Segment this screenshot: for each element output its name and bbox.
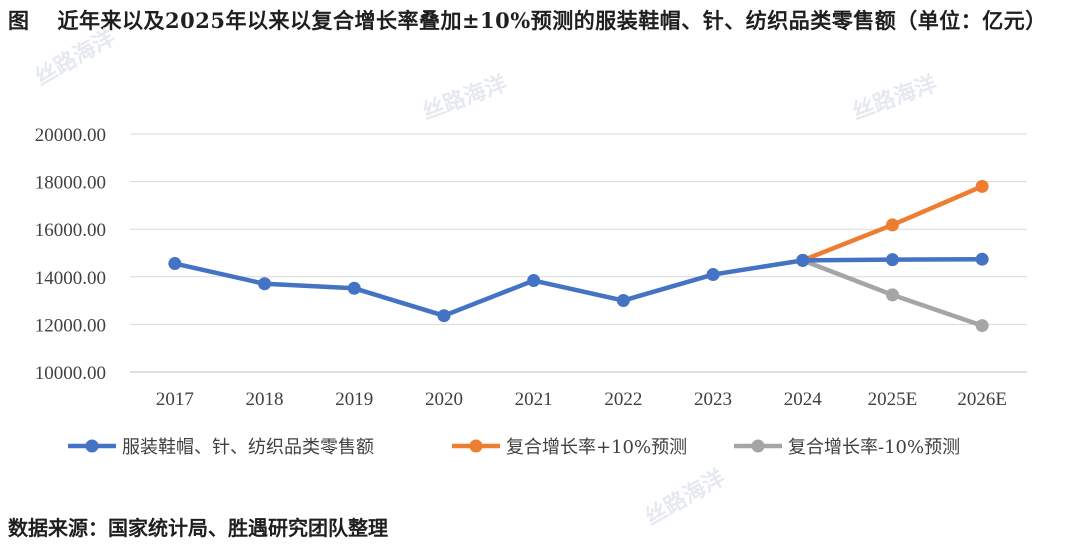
series-lines	[172, 184, 985, 328]
data-point	[527, 274, 541, 288]
x-tick-label: 2025E	[868, 389, 918, 410]
y-tick-label: 20000.00	[35, 125, 106, 146]
x-tick-label: 2022	[604, 389, 642, 410]
figure-label: 图	[8, 8, 30, 33]
x-tick-label: 2017	[156, 389, 194, 410]
data-point	[975, 252, 989, 266]
x-tick-label: 2024	[784, 389, 823, 410]
figure-title: 图 近年来以及2025年以来以复合增长率叠加±10%预测的服装鞋帽、针、纺织品类零…	[8, 4, 1058, 38]
y-tick-label: 18000.00	[35, 173, 106, 194]
legend-label: 复合增长率+10%预测	[506, 437, 687, 458]
y-tick-label: 12000.00	[35, 315, 106, 336]
data-point	[258, 277, 272, 291]
data-point	[885, 218, 899, 232]
y-tick-label: 10000.00	[35, 363, 106, 384]
legend: 服装鞋帽、针、纺织品类零售额 复合增长率+10%预测 复合增长率-10%预测	[68, 437, 960, 458]
data-point	[168, 257, 182, 271]
y-tick-label: 16000.00	[35, 220, 106, 241]
legend-swatch-marker	[469, 439, 483, 453]
x-tick-label: 2026E	[957, 389, 1007, 410]
x-tick-label: 2020	[425, 389, 463, 410]
source-note: 数据来源：国家统计局、胜遇研究团队整理	[8, 516, 388, 540]
data-point	[616, 294, 630, 308]
data-point	[796, 253, 810, 267]
x-axis: 2017 2018 2019 2020 2021 2022 2023 2024 2025E 202…	[156, 389, 1007, 410]
x-tick-label: 2023	[694, 389, 732, 410]
x-tick-label: 2021	[515, 389, 553, 410]
data-point	[347, 281, 361, 295]
grid-lines	[130, 133, 1027, 373]
data-point	[885, 253, 899, 267]
legend-label: 复合增长率-10%预测	[788, 437, 960, 458]
legend-swatch-marker	[751, 439, 765, 453]
data-point	[437, 309, 451, 323]
series-points	[168, 179, 989, 333]
y-tick-label: 14000.00	[35, 268, 106, 289]
figure-title-text: 近年来以及2025年以来以复合增长率叠加±10%预测的服装鞋帽、针、纺织品类零售…	[57, 8, 1047, 33]
legend-label: 服装鞋帽、针、纺织品类零售额	[122, 437, 374, 458]
series-line	[172, 256, 985, 318]
data-point	[975, 319, 989, 333]
data-point	[975, 179, 989, 193]
data-point	[706, 268, 720, 282]
x-tick-label: 2018	[246, 389, 284, 410]
x-tick-label: 2019	[335, 389, 373, 410]
legend-swatch-marker	[85, 439, 99, 453]
data-point	[885, 288, 899, 302]
y-axis: 10000.00 12000.00 14000.00 16000.00 18000.00…	[35, 125, 106, 384]
